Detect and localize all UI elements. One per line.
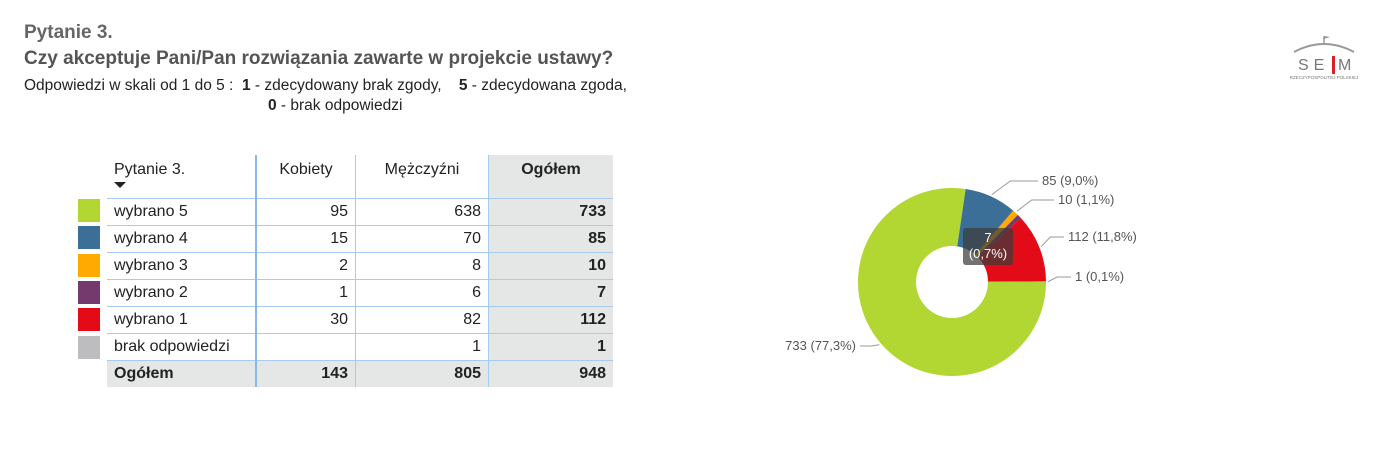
sejm-logo: SE M RZECZYPOSPOLITEJ POLSKIEJ — [1290, 36, 1359, 80]
svg-text:M: M — [1338, 57, 1351, 74]
men-total: 805 — [355, 360, 489, 387]
legend-swatch — [78, 335, 100, 359]
women-value: 2 — [256, 252, 356, 280]
header-men: Mężczyźni — [355, 155, 489, 199]
grand-total: 948 — [488, 360, 613, 387]
legend-swatch — [78, 226, 100, 250]
row-label: brak odpowiedzi — [107, 333, 257, 361]
scale-0-key: 0 — [268, 97, 277, 114]
table-row: wybrano 1 30 82 112 — [107, 306, 613, 334]
scale-5-text: - zdecydowana zgoda, — [467, 77, 627, 94]
leader-line — [860, 344, 880, 347]
total-value: 733 — [488, 198, 613, 226]
table-header: Pytanie 3. Kobiety Mężczyźni Ogółem — [107, 155, 613, 199]
legend-swatch — [78, 199, 100, 222]
legend-swatch — [78, 280, 100, 304]
leader-line — [1040, 236, 1064, 247]
slice-label: 733 (77,3%) — [785, 338, 856, 353]
table-row: wybrano 3 2 8 10 — [107, 252, 613, 280]
table-row: brak odpowiedzi 1 1 — [107, 333, 613, 361]
question-number: Pytanie 3. — [24, 22, 113, 43]
table-row: wybrano 4 15 70 85 — [107, 225, 613, 253]
header-question[interactable]: Pytanie 3. — [107, 155, 257, 199]
women-value: 1 — [256, 279, 356, 307]
total-value: 7 — [488, 279, 613, 307]
row-label: wybrano 2 — [107, 279, 257, 307]
scale-1-key: 1 — [242, 77, 251, 94]
women-total: 143 — [256, 360, 356, 387]
women-value: 95 — [256, 198, 356, 226]
men-value: 638 — [355, 198, 489, 226]
row-label: wybrano 4 — [107, 225, 257, 253]
leader-line — [1016, 199, 1054, 212]
total-value: 85 — [488, 225, 613, 253]
row-label: wybrano 1 — [107, 306, 257, 334]
men-value: 1 — [355, 333, 489, 361]
scale-5-key: 5 — [458, 77, 468, 94]
donut-slice[interactable] — [987, 281, 1046, 282]
total-value: 10 — [488, 252, 613, 280]
men-value: 70 — [355, 225, 489, 253]
women-value: 15 — [256, 225, 356, 253]
total-value: 112 — [488, 306, 613, 334]
men-value: 82 — [355, 306, 489, 334]
question-title: Czy akceptuje Pani/Pan rozwiązania zawar… — [24, 48, 614, 69]
row-label: wybrano 5 — [107, 198, 257, 226]
men-value: 6 — [355, 279, 489, 307]
slice-label: 10 (1,1%) — [1058, 192, 1114, 207]
scale-description: Odpowiedzi w skali od 1 do 5 : 1 - zdecy… — [24, 77, 627, 95]
slice-label: 112 (11,8%) — [1068, 229, 1137, 244]
svg-text:RZECZYPOSPOLITEJ POLSKIEJ: RZECZYPOSPOLITEJ POLSKIEJ — [1290, 75, 1359, 80]
svg-text:SE: SE — [1298, 57, 1329, 74]
donut-slice[interactable] — [857, 187, 1046, 376]
total-label: Ogółem — [107, 360, 257, 387]
table-row: wybrano 5 95 638 733 — [107, 198, 613, 226]
tooltip: 7(0,7%) — [963, 228, 1013, 265]
scale-prefix: Odpowiedzi w skali od 1 do 5 : — [24, 77, 234, 94]
tooltip-percent: (0,7%) — [969, 246, 1007, 261]
slice-label: 85 (9,0%) — [1042, 173, 1098, 188]
scale-0-text: - brak odpowiedzi — [276, 97, 403, 114]
legend-swatch — [78, 253, 100, 277]
slice-label: 1 (0,1%) — [1075, 269, 1124, 284]
leader-line — [991, 180, 1038, 196]
scale-description-2: 0 - brak odpowiedzi — [268, 97, 402, 115]
total-row: Ogółem 143 805 948 — [107, 360, 613, 387]
men-value: 8 — [355, 252, 489, 280]
header-total: Ogółem — [488, 155, 613, 199]
legend-swatch — [78, 308, 100, 332]
sort-down-icon[interactable] — [114, 182, 126, 188]
leader-line — [1047, 276, 1071, 283]
women-value — [256, 333, 356, 361]
results-table: Pytanie 3. Kobiety Mężczyźni Ogółem wybr… — [107, 155, 613, 387]
header-women: Kobiety — [256, 155, 356, 199]
tooltip-value: 7 — [984, 230, 991, 245]
total-value: 1 — [488, 333, 613, 361]
women-value: 30 — [256, 306, 356, 334]
row-label: wybrano 3 — [107, 252, 257, 280]
scale-1-text: - zdecydowany brak zgody, — [250, 77, 442, 94]
